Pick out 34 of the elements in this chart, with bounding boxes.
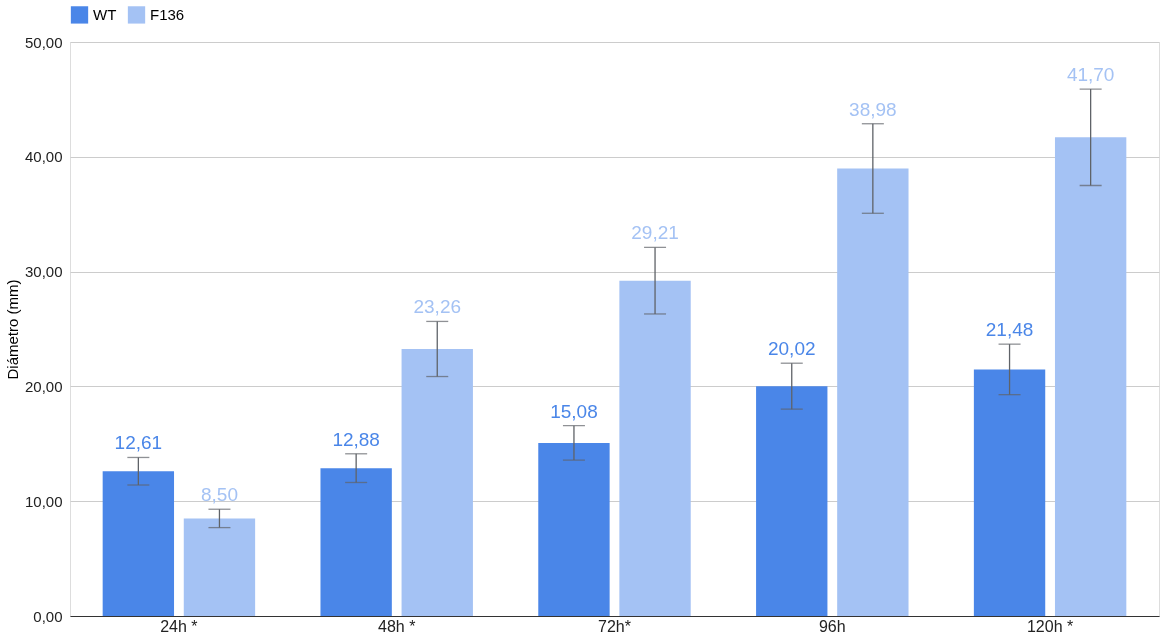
data-label: 41,70 bbox=[1066, 64, 1115, 86]
bar bbox=[320, 468, 392, 616]
bar bbox=[756, 386, 828, 616]
data-label: 29,21 bbox=[631, 222, 679, 244]
y-tick-label: 10,00 bbox=[24, 492, 63, 510]
bar bbox=[973, 369, 1046, 616]
y-tick-label: 50,00 bbox=[24, 33, 63, 51]
bar bbox=[619, 280, 691, 616]
y-tick-label: 30,00 bbox=[24, 263, 63, 281]
y-axis-title: Diámetro (mm) bbox=[3, 279, 21, 380]
y-tick-label: 20,00 bbox=[24, 377, 63, 395]
bar bbox=[837, 168, 909, 616]
data-label: 21,48 bbox=[985, 319, 1034, 341]
bar bbox=[102, 471, 175, 616]
y-tick-label: 40,00 bbox=[24, 148, 63, 166]
bar bbox=[538, 442, 610, 616]
x-tick-label: 48h * bbox=[378, 617, 416, 635]
legend-label: F136 bbox=[150, 5, 185, 23]
data-label: 12,88 bbox=[332, 428, 380, 450]
bar bbox=[183, 518, 256, 616]
data-label: 12,61 bbox=[114, 432, 163, 454]
data-label: 20,02 bbox=[767, 338, 816, 360]
bar bbox=[1054, 137, 1127, 616]
legend-label: WT bbox=[93, 5, 117, 23]
x-tick-label: 24h * bbox=[160, 617, 198, 635]
data-label: 15,08 bbox=[550, 400, 598, 422]
x-tick-label: 96h bbox=[818, 617, 846, 635]
x-tick-label: 120h * bbox=[1026, 617, 1074, 635]
data-label: 23,26 bbox=[413, 296, 462, 318]
data-label: 8,50 bbox=[200, 484, 238, 506]
x-tick-label: 72h* bbox=[598, 617, 631, 635]
y-tick-label: 0,00 bbox=[33, 607, 63, 625]
bar bbox=[401, 348, 473, 616]
data-label: 38,98 bbox=[849, 98, 897, 120]
